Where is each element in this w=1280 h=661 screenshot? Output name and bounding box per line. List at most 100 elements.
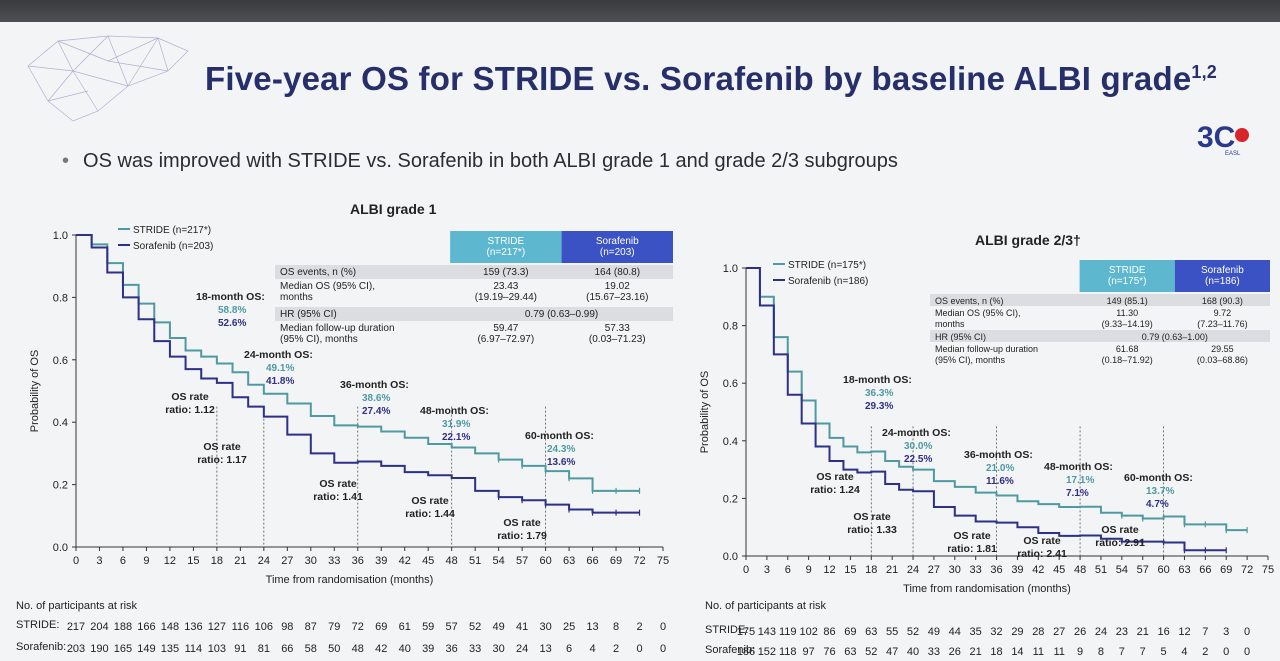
x-tick-label: 36 bbox=[352, 555, 364, 567]
x-tick-label: 42 bbox=[399, 555, 411, 567]
risk-count-sorafenib: 58 bbox=[305, 643, 317, 655]
risk-count-stride: 175 bbox=[737, 626, 755, 638]
x-tick-label: 33 bbox=[970, 564, 982, 576]
os-rate-ratio: OS rate ratio: 1.12 bbox=[165, 391, 215, 416]
x-tick-label: 72 bbox=[633, 555, 645, 567]
risk-count-sorafenib: 47 bbox=[886, 646, 898, 658]
risk-count-stride: 148 bbox=[161, 621, 179, 633]
x-tick-label: 15 bbox=[844, 564, 856, 576]
risk-count-sorafenib: 4 bbox=[1181, 646, 1187, 658]
risk-count-stride: 87 bbox=[305, 621, 317, 633]
table-header-stride: STRIDE (n=217*) bbox=[487, 236, 526, 258]
x-tick-label: 30 bbox=[305, 555, 317, 567]
table-cell-sorafenib: 19.02 (15.67–23.16) bbox=[586, 281, 648, 303]
logo-text: 3C bbox=[1197, 121, 1235, 154]
risk-count-stride: 32 bbox=[990, 626, 1002, 638]
landmark-os-stride: 30.0% bbox=[904, 441, 932, 452]
risk-count-sorafenib: 14 bbox=[1011, 646, 1023, 658]
x-tick-label: 57 bbox=[516, 555, 528, 567]
risk-count-stride: 136 bbox=[184, 621, 202, 633]
risk-count-sorafenib: 118 bbox=[779, 646, 797, 658]
risk-count-sorafenib: 39 bbox=[422, 643, 434, 655]
y-tick-label: 0.0 bbox=[53, 542, 68, 554]
x-tick-label: 18 bbox=[211, 555, 223, 567]
risk-count-stride: 25 bbox=[563, 621, 575, 633]
landmark-os-sorafenib: 52.6% bbox=[218, 318, 246, 329]
y-tick-label: 0.8 bbox=[723, 321, 738, 333]
table-cell-sorafenib: 168 (90.3) bbox=[1202, 296, 1243, 306]
table-row-band bbox=[275, 307, 673, 321]
table-cell-stride: 59.47 (6.97–72.97) bbox=[477, 323, 534, 345]
liver-mesh-graphic bbox=[27, 35, 189, 122]
table-cell-stride: 23.43 (19.19–29.44) bbox=[475, 281, 537, 303]
bullet-text: OS was improved with STRIDE vs. Sorafeni… bbox=[83, 150, 898, 172]
x-tick-label: 48 bbox=[1074, 564, 1086, 576]
legend-label: STRIDE (n=175*) bbox=[788, 260, 866, 271]
risk-count-sorafenib: 7 bbox=[1119, 646, 1125, 658]
landmark-os-sorafenib: 11.6% bbox=[986, 476, 1014, 487]
risk-count-stride: 52 bbox=[907, 626, 919, 638]
risk-count-stride: 28 bbox=[1032, 626, 1044, 638]
os-rate-ratio: OS rate ratio: 1.81 bbox=[947, 530, 997, 555]
x-tick-label: 72 bbox=[1241, 564, 1253, 576]
x-tick-label: 45 bbox=[422, 555, 434, 567]
risk-count-stride: 0 bbox=[660, 621, 666, 633]
table-cell-sorafenib: 29.55 (0.03–68.86) bbox=[1197, 344, 1248, 365]
risk-count-sorafenib: 81 bbox=[258, 643, 270, 655]
risk-count-stride: 69 bbox=[844, 626, 856, 638]
landmark-os-label: 36-month OS: bbox=[340, 379, 409, 391]
legend-label: Sorafenib (n=186) bbox=[788, 276, 868, 287]
risk-count-sorafenib: 42 bbox=[375, 643, 387, 655]
risk-count-sorafenib: 18 bbox=[990, 646, 1002, 658]
risk-count-stride: 0 bbox=[1244, 626, 1250, 638]
risk-count-sorafenib: 63 bbox=[844, 646, 856, 658]
risk-count-sorafenib: 6 bbox=[566, 643, 572, 655]
sorafenib-survival-curve bbox=[746, 267, 1227, 552]
risk-count-stride: 63 bbox=[865, 626, 877, 638]
table-cell-sorafenib: 164 (80.8) bbox=[594, 267, 640, 278]
y-tick-label: 1.0 bbox=[53, 230, 68, 242]
table-row-band bbox=[275, 265, 673, 279]
y-tick-label: 0.4 bbox=[723, 436, 738, 448]
table-header-sorafenib-bg bbox=[1174, 260, 1270, 292]
landmark-os-sorafenib: 27.4% bbox=[362, 406, 390, 417]
landmark-os-label: 60-month OS: bbox=[1124, 472, 1193, 484]
x-tick-label: 15 bbox=[187, 555, 199, 567]
y-axis-label: Probability of OS bbox=[699, 371, 711, 454]
congress-logo: 3C EASL bbox=[1195, 117, 1257, 157]
risk-count-stride: 7 bbox=[1202, 626, 1208, 638]
table-cell-stride: 61.68 (0.18–71.92) bbox=[1102, 344, 1153, 365]
x-tick-label: 24 bbox=[907, 564, 919, 576]
bullet-point: • OS was improved with STRIDE vs. Sorafen… bbox=[62, 150, 898, 172]
table-row-label: Median OS (95% CI), months bbox=[280, 281, 375, 303]
os-rate-ratio: OS rate ratio: 1.79 bbox=[497, 517, 547, 542]
risk-count-sorafenib: 48 bbox=[352, 643, 364, 655]
risk-count-stride: 143 bbox=[758, 626, 776, 638]
risk-count-stride: 26 bbox=[1074, 626, 1086, 638]
table-row-label: OS events, n (%) bbox=[280, 267, 356, 278]
x-tick-label: 0 bbox=[73, 555, 79, 567]
risk-count-stride: 16 bbox=[1157, 626, 1169, 638]
x-tick-label: 24 bbox=[258, 555, 270, 567]
risk-count-stride: 55 bbox=[886, 626, 898, 638]
risk-count-sorafenib: 103 bbox=[208, 643, 226, 655]
legend-label: STRIDE (n=217*) bbox=[133, 225, 211, 236]
x-tick-label: 12 bbox=[164, 555, 176, 567]
x-tick-label: 51 bbox=[1095, 564, 1107, 576]
landmark-os-stride: 31.9% bbox=[442, 419, 470, 430]
x-tick-label: 30 bbox=[949, 564, 961, 576]
y-tick-label: 1.0 bbox=[723, 263, 738, 275]
risk-count-stride: 98 bbox=[281, 621, 293, 633]
risk-count-sorafenib: 91 bbox=[234, 643, 246, 655]
risk-count-sorafenib: 2 bbox=[613, 643, 619, 655]
risk-count-stride: 57 bbox=[446, 621, 458, 633]
os-rate-ratio: OS rate ratio: 1.41 bbox=[313, 478, 363, 503]
table-cell-stride: 159 (73.3) bbox=[483, 267, 529, 278]
x-tick-label: 3 bbox=[96, 555, 102, 567]
table-row-label: HR (95% CI) bbox=[280, 309, 337, 320]
risk-count-sorafenib: 30 bbox=[493, 643, 505, 655]
landmark-os-stride: 17.1% bbox=[1066, 475, 1094, 486]
y-tick-label: 0.2 bbox=[53, 480, 68, 492]
x-tick-label: 45 bbox=[1053, 564, 1065, 576]
